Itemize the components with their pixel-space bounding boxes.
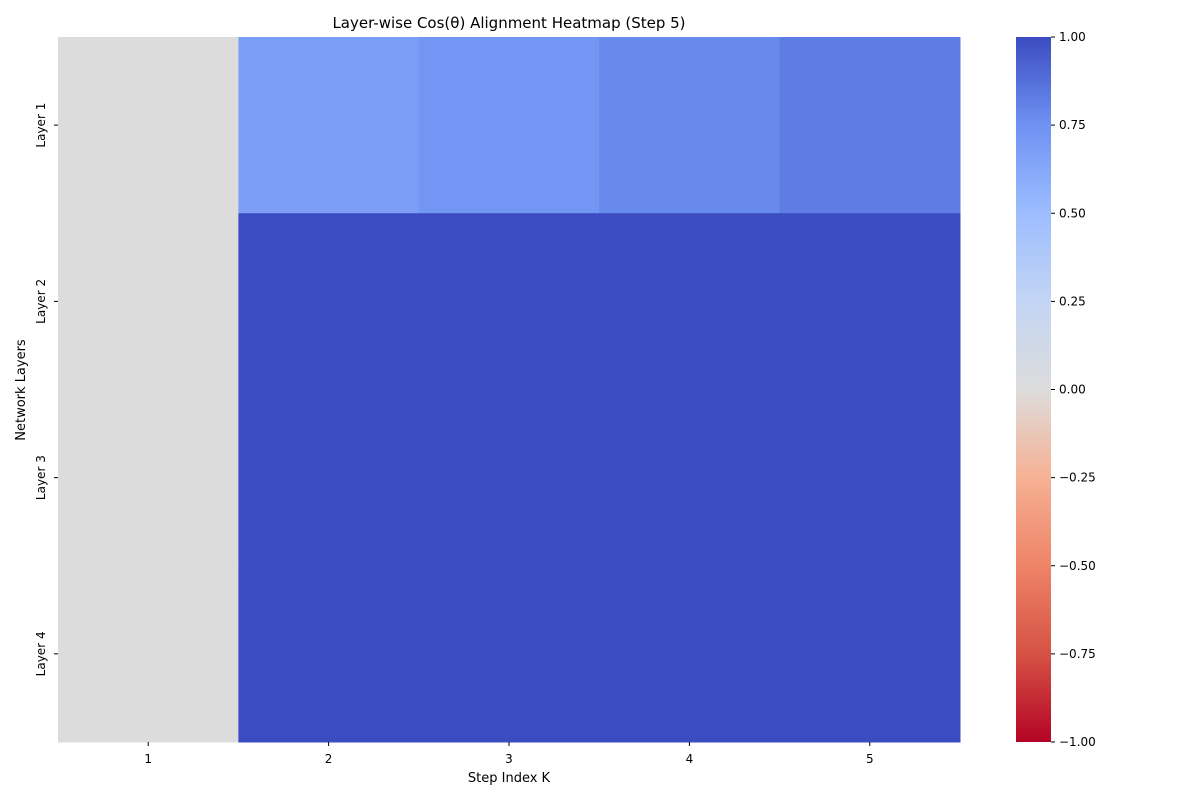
y-axis-ticks: Layer 1 Layer 2 Layer 3 Layer 4 bbox=[34, 103, 58, 676]
heatmap-cell bbox=[779, 565, 961, 743]
x-axis-ticks: 1 2 3 4 5 bbox=[144, 742, 874, 766]
heatmap-cell bbox=[599, 213, 781, 390]
x-tick-label: 2 bbox=[325, 752, 333, 766]
colorbar-tick-label: 0.25 bbox=[1059, 294, 1086, 308]
y-axis-label: Network Layers bbox=[14, 339, 29, 441]
heatmap-cell bbox=[779, 389, 961, 567]
colorbar bbox=[1016, 37, 1051, 742]
colorbar-tick-label: 0.50 bbox=[1059, 206, 1086, 220]
colorbar-tick-label: −0.50 bbox=[1059, 559, 1096, 573]
heatmap-cell bbox=[418, 213, 600, 390]
colorbar-tick-label: 0.00 bbox=[1059, 383, 1086, 397]
x-axis-label: Step Index K bbox=[468, 771, 551, 786]
heatmap-cell bbox=[418, 565, 600, 743]
heatmap-cell bbox=[238, 389, 420, 567]
heatmap-cell bbox=[58, 213, 239, 390]
colorbar-tick-label: −1.00 bbox=[1059, 735, 1096, 749]
heatmap-cell bbox=[779, 37, 961, 214]
x-tick-label: 5 bbox=[866, 752, 874, 766]
heatmap-cell bbox=[58, 565, 239, 743]
y-tick-label: Layer 3 bbox=[34, 455, 48, 500]
heatmap-cell bbox=[58, 37, 239, 214]
x-tick-label: 4 bbox=[686, 752, 694, 766]
heatmap-cell bbox=[58, 389, 239, 567]
x-tick-label: 1 bbox=[144, 752, 152, 766]
heatmap-cell bbox=[238, 565, 420, 743]
y-tick-label: Layer 4 bbox=[34, 631, 48, 676]
heatmap-cells bbox=[58, 37, 961, 743]
heatmap-cell bbox=[599, 37, 781, 214]
colorbar-tick-label: −0.75 bbox=[1059, 647, 1096, 661]
chart-title: Layer-wise Cos(θ) Alignment Heatmap (Ste… bbox=[332, 14, 685, 32]
colorbar-tick-label: 1.00 bbox=[1059, 30, 1086, 44]
colorbar-tick-label: −0.25 bbox=[1059, 471, 1096, 485]
heatmap-cell bbox=[238, 37, 420, 214]
x-tick-label: 3 bbox=[505, 752, 513, 766]
y-tick-label: Layer 2 bbox=[34, 279, 48, 324]
colorbar-tick-label: 0.75 bbox=[1059, 118, 1086, 132]
colorbar-ticks: 1.00 0.75 0.50 0.25 0.00 −0.25 −0.50 −0.75 −1.00 bbox=[1051, 30, 1096, 749]
heatmap-cell bbox=[599, 389, 781, 567]
heatmap-cell bbox=[418, 389, 600, 567]
heatmap-cell bbox=[238, 213, 420, 390]
heatmap-cell bbox=[779, 213, 961, 390]
heatmap-cell bbox=[418, 37, 600, 214]
heatmap-cell bbox=[599, 565, 781, 743]
y-tick-label: Layer 1 bbox=[34, 103, 48, 148]
